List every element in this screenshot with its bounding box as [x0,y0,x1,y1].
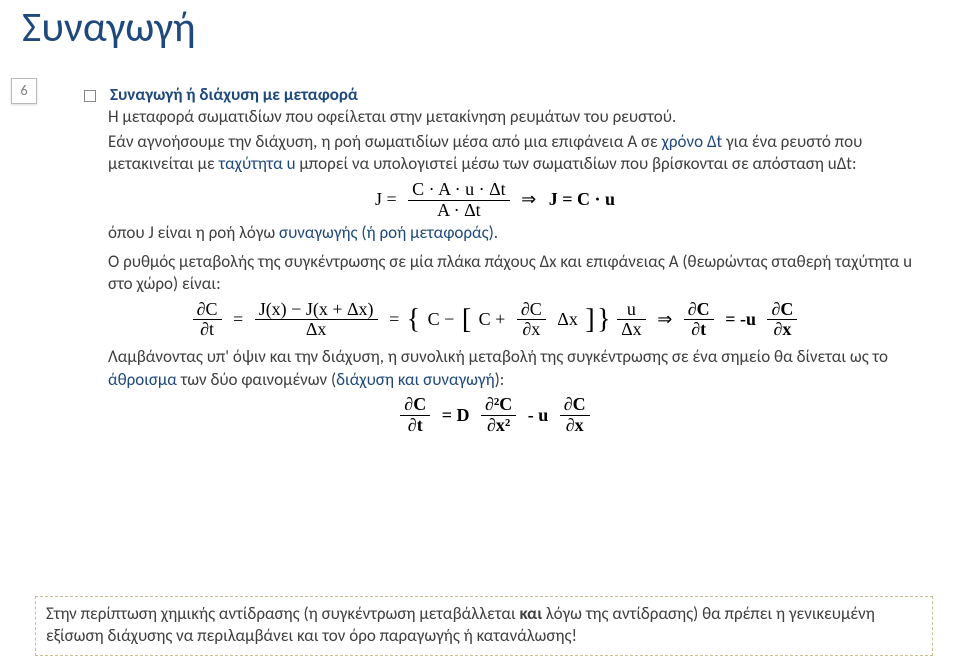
slide-title: Συναγωγή [22,2,196,53]
highlight-diff-adv: διάχυση και συναγωγή [336,369,495,390]
eq3-rhs-den: ∂x [560,416,590,436]
equation-3: ∂C∂t = D ∂²C∂x² - u ∂C∂x [64,395,926,436]
paragraph-5: Λαμβάνοντας υπ' όψιν και την διάχυση, η … [108,346,926,391]
arrow-icon: ⇒ [653,308,676,332]
jdiff-num: J(x) − J(x + Δx) [255,300,378,321]
page-number: 6 [11,78,37,104]
eq3-lhs-den: ∂t [400,416,430,436]
highlight-chrono: χρόνο Δt [662,131,723,152]
final-rhs-num: ∂C [767,300,797,321]
footnote-box: Στην περίπτωση χημικής αντίδρασης (η συγ… [35,596,933,656]
note-bold: και [520,603,543,624]
eq3-minus-u: - u [524,404,553,428]
eq1-denominator: A · Δt [408,201,510,221]
final-eq: = -u [721,308,760,332]
eq-sign2: = [385,308,403,332]
equation-1: J = C · A · u · Δt A · Δt ⇒ J = C · u [64,180,926,221]
final-lhs-den: ∂t [684,320,714,340]
eq1-lhs: J = [371,188,401,212]
c-plus: C + [475,308,510,332]
text: . [494,222,498,243]
text: των δύο φαινομένων ( [181,369,336,390]
dx-term: Δx [553,308,582,332]
eq1-rhs: J = C · u [545,188,619,212]
brace-close-icon: } [597,306,610,334]
bullet-heading: Συναγωγή ή διάχυση με μεταφορά [110,84,358,105]
text: ): [495,369,505,390]
bracket-close-icon: ] [585,306,594,334]
intro-paragraph: Η μεταφορά σωματιδίων που οφείλεται στην… [108,106,926,128]
text: Εάν αγνοήσουμε την διάχυση, η ροή σωματι… [108,131,662,152]
implies-icon: ⇒ [517,188,540,212]
eq3-lhs-num: ∂C [400,395,430,416]
equation-2: ∂C∂t = J(x) − J(x + Δx)Δx = { C − [ C + … [64,300,926,341]
eq3-rhs-num: ∂C [560,395,590,416]
eq3-eqD: = D [438,404,474,428]
final-rhs-den: ∂x [767,320,797,340]
text: Λαμβάνοντας υπ' όψιν και την διάχυση, η … [108,346,888,367]
paragraph-3: όπου J είναι η ροή λόγω συναγωγής (ή ροή… [108,222,926,244]
brace-open-icon: { [407,306,420,334]
eq3-mid-num: ∂²C [481,395,516,416]
paragraph-2: Εάν αγνοήσουμε την διάχυση, η ροή σωματι… [108,131,926,176]
eq1-numerator: C · A · u · Δt [408,180,510,201]
paragraph-4: Ο ρυθμός μεταβολής της συγκέντρωσης σε μ… [108,251,926,296]
note-text-a: Στην περίπτωση χημικής αντίδρασης (η συγ… [46,603,520,624]
eq1-fraction: C · A · u · Δt A · Δt [408,180,510,221]
slide-content: Συναγωγή ή διάχυση με μεταφορά Η μεταφορ… [64,84,926,438]
eq-sign: = [229,308,247,332]
final-lhs-num: ∂C [684,300,714,321]
dcdx-num: ∂C [517,300,546,321]
eq3-mid-den: ∂x² [481,416,516,436]
dc-den: ∂t [193,320,222,340]
dcdx-den: ∂x [517,320,546,340]
square-bullet-icon [84,90,96,102]
u-num: u [617,300,646,321]
highlight-velocity: ταχύτητα u [219,153,296,174]
bracket-open-icon: [ [462,306,471,334]
highlight-advection: συναγωγής (ή ροή μεταφοράς) [279,222,494,243]
bullet-item: Συναγωγή ή διάχυση με μεταφορά [84,84,926,106]
dc-num: ∂C [193,300,222,321]
u-den: Δx [617,320,646,340]
text: μπορεί να υπολογιστεί μέσω των σωματιδίω… [296,153,857,174]
jdiff-den: Δx [255,320,378,340]
highlight-sum: άθροισμα [108,369,181,390]
c-minus: C − [424,308,459,332]
text: όπου J είναι η ροή λόγω [108,222,279,243]
